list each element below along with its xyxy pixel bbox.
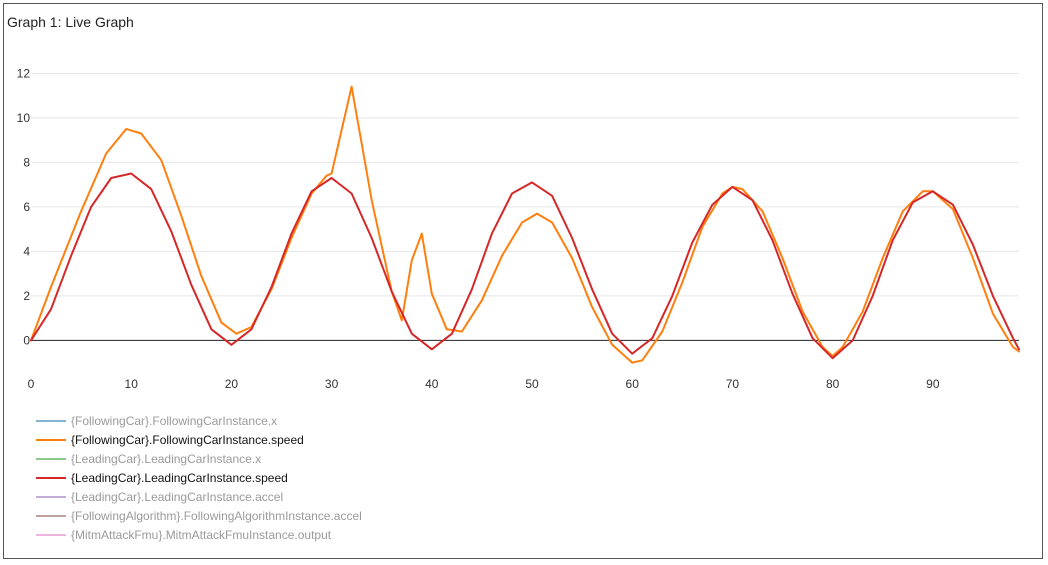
x-tick-label: 10 (125, 377, 139, 391)
y-tick-label: 0 (23, 333, 30, 347)
legend[interactable]: {FollowingCar}.FollowingCarInstance.x {Fo… (36, 414, 362, 542)
y-tick-label: 10 (17, 111, 31, 125)
legend-item-followingcar-followingcarinstance-x[interactable]: {FollowingCar}.FollowingCarInstance.x (36, 414, 277, 428)
graph-panel: Graph 1: Live Graph (3, 3, 1043, 559)
x-tick-label: 30 (325, 377, 339, 391)
legend-item-followingalgorithm-followingalgorithminstance-accel[interactable]: {FollowingAlgorithm}.FollowingAlgorithmI… (36, 509, 362, 523)
x-tick-label: 40 (425, 377, 439, 391)
x-tick-label: 90 (926, 377, 940, 391)
y-tick-label: 12 (17, 66, 31, 80)
graph-title: Graph 1: Live Graph (7, 14, 134, 30)
grid-lines (31, 72, 1019, 297)
legend-item-followingcar-followingcarinstance-speed[interactable]: {FollowingCar}.FollowingCarInstance.spee… (36, 433, 304, 447)
legend-label: {LeadingCar}.LeadingCarInstance.accel (71, 490, 283, 504)
series-lines (30, 85, 1020, 364)
legend-label: {MitmAttackFmu}.MitmAttackFmuInstance.ou… (71, 528, 332, 542)
y-tick-label: 4 (23, 244, 30, 258)
x-tick-label: 0 (28, 377, 35, 391)
legend-label: {FollowingCar}.FollowingCarInstance.spee… (71, 433, 304, 447)
series-line-followingcar-followingcarinstance-speed (30, 85, 1020, 364)
x-tick-label: 70 (726, 377, 740, 391)
legend-item-mitmattackfmu-mitmattackfmuinstance-output[interactable]: {MitmAttackFmu}.MitmAttackFmuInstance.ou… (36, 528, 332, 542)
x-axis: 0 10 20 30 40 50 60 70 80 90 (28, 377, 940, 391)
y-tick-label: 6 (23, 200, 30, 214)
legend-item-leadingcar-leadingcarinstance-x[interactable]: {LeadingCar}.LeadingCarInstance.x (36, 452, 261, 466)
series-line-leadingcar-leadingcarinstance-speed (30, 172, 1020, 360)
y-tick-label: 2 (23, 289, 30, 303)
x-tick-label: 80 (826, 377, 840, 391)
legend-item-leadingcar-leadingcarinstance-speed[interactable]: {LeadingCar}.LeadingCarInstance.speed (36, 471, 288, 485)
x-tick-label: 50 (525, 377, 539, 391)
x-tick-label: 20 (225, 377, 239, 391)
legend-label: {FollowingAlgorithm}.FollowingAlgorithmI… (71, 509, 362, 523)
y-tick-label: 8 (23, 155, 30, 169)
legend-item-leadingcar-leadingcarinstance-accel[interactable]: {LeadingCar}.LeadingCarInstance.accel (36, 490, 283, 504)
x-tick-label: 60 (626, 377, 640, 391)
legend-label: {LeadingCar}.LeadingCarInstance.speed (71, 471, 288, 485)
legend-label: {FollowingCar}.FollowingCarInstance.x (71, 414, 277, 428)
legend-label: {LeadingCar}.LeadingCarInstance.x (71, 452, 261, 466)
y-axis: 0 2 4 6 8 10 12 (17, 66, 31, 347)
